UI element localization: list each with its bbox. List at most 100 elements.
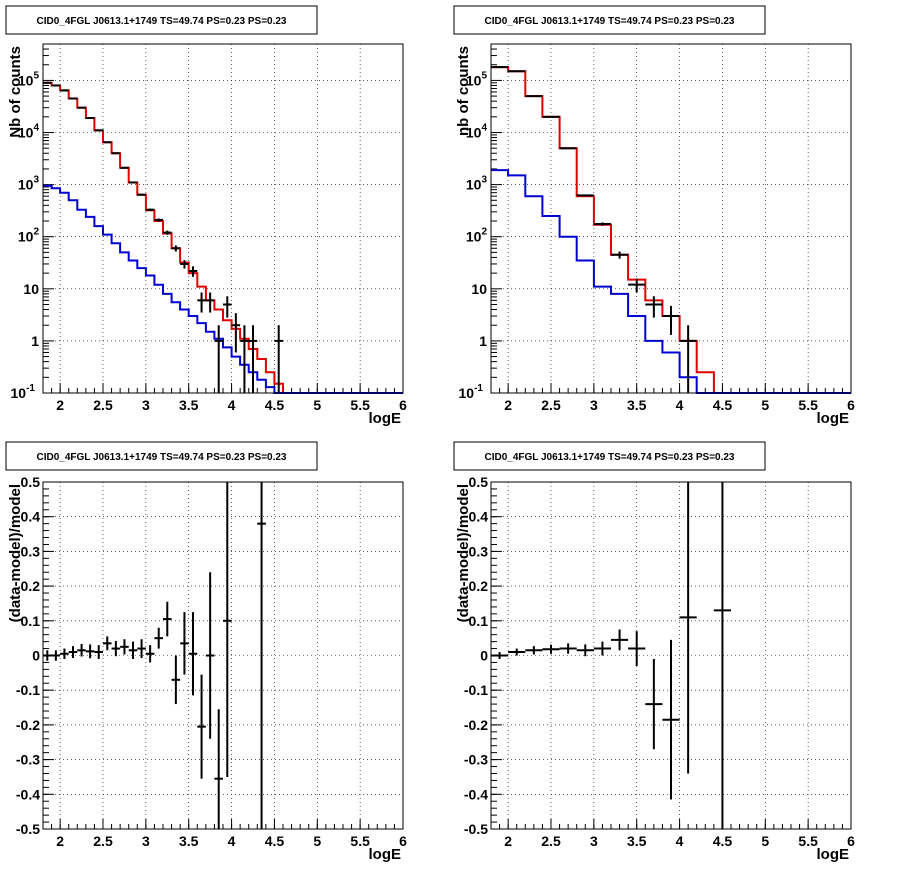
y-tick-exponent: 2 <box>33 227 39 238</box>
data-point <box>137 193 146 196</box>
y-tick-exponent: 5 <box>33 70 39 81</box>
y-tick-label: 1 <box>479 333 487 349</box>
data-point <box>77 644 86 657</box>
data-point <box>679 482 697 774</box>
chart-title: CID0_4FGL J0613.1+1749 TS=49.74 PS=0.23 … <box>37 16 287 27</box>
data-point <box>576 194 594 197</box>
y-tick-label: 102 <box>18 227 40 245</box>
y-tick-label: -0.1 <box>464 682 488 698</box>
chart-panel-3: CID0_4FGL J0613.1+1749 TS=49.74 PS=0.23 … <box>5 441 407 863</box>
data-point <box>68 646 78 658</box>
data-point <box>197 292 206 313</box>
y-tick-exponent: -1 <box>474 383 483 394</box>
x-tick-label: 5 <box>313 397 321 413</box>
data-point <box>188 612 198 696</box>
y-tick-label: 10-1 <box>459 383 484 401</box>
x-tick-label: 2.5 <box>541 397 561 413</box>
y-tick-label: -0.1 <box>16 682 40 698</box>
y-tick-base: 10 <box>11 385 27 401</box>
data-point <box>223 482 232 777</box>
data-point <box>163 601 172 637</box>
y-tick-base: 10 <box>459 385 475 401</box>
data-point <box>154 627 163 649</box>
y-tick-label: 104 <box>466 123 488 141</box>
data-point <box>145 645 155 663</box>
data-point <box>103 636 112 651</box>
data-point <box>128 181 138 184</box>
chart-panel-4: CID0_4FGL J0613.1+1749 TS=49.74 PS=0.23 … <box>453 441 855 863</box>
data-point <box>60 648 69 659</box>
data-point <box>214 325 223 393</box>
plot-frame <box>490 481 852 830</box>
data-point <box>542 644 560 654</box>
y-tick-label: 0 <box>32 648 40 664</box>
data-point <box>137 639 146 658</box>
x-tick-label: 3 <box>142 833 150 849</box>
y-tick-label: 0.2 <box>469 578 489 594</box>
x-tick-label: 5 <box>761 397 769 413</box>
y-tick-label: 0.4 <box>469 509 489 525</box>
data-point <box>111 640 121 657</box>
data-point <box>145 208 155 211</box>
data-point <box>85 644 95 659</box>
data-point <box>713 482 731 829</box>
y-tick-label: 0.2 <box>21 578 41 594</box>
data-point <box>205 292 215 313</box>
y-tick-base: 10 <box>18 72 34 88</box>
x-tick-label: 5 <box>761 833 769 849</box>
y-tick-exponent: -1 <box>26 383 35 394</box>
x-tick-label: 4.5 <box>265 833 285 849</box>
data-point <box>180 260 189 269</box>
x-tick-label: 5 <box>313 833 321 849</box>
x-axis-title: logE <box>369 410 402 427</box>
y-axis-title: (data-model)/model <box>7 484 24 622</box>
y-axis-title: Nb of counts <box>7 46 24 138</box>
y-tick-label: -0.5 <box>464 821 488 837</box>
y-tick-label: 1 <box>31 333 39 349</box>
data-point <box>188 266 198 277</box>
data-point <box>274 325 283 393</box>
y-tick-label: 0.5 <box>469 474 489 490</box>
y-tick-label: 0.4 <box>21 509 41 525</box>
data-point <box>111 152 121 155</box>
y-tick-label: -0.5 <box>16 821 40 837</box>
plot-frame <box>42 481 404 830</box>
x-tick-label: 3 <box>590 833 598 849</box>
y-tick-base: 10 <box>18 229 34 245</box>
data-point <box>120 639 129 655</box>
data-point <box>163 230 172 235</box>
y-tick-label: 0.1 <box>469 613 489 629</box>
data-point <box>559 643 577 654</box>
x-tick-label: 5.5 <box>798 833 818 849</box>
data-point <box>662 305 680 335</box>
chart-title-box <box>453 5 766 35</box>
plot-frame <box>42 43 404 394</box>
y-tick-label: 103 <box>18 175 40 193</box>
y-tick-label: -0.2 <box>464 717 488 733</box>
data-point <box>491 652 509 659</box>
chart-title: CID0_4FGL J0613.1+1749 TS=49.74 PS=0.23 … <box>37 452 287 463</box>
data-point <box>645 296 663 318</box>
y-tick-exponent: 2 <box>481 227 487 238</box>
y-tick-label: -0.3 <box>16 752 40 768</box>
chart-panel-1: CID0_4FGL J0613.1+1749 TS=49.74 PS=0.23 … <box>5 5 407 427</box>
x-tick-label: 2 <box>56 397 64 413</box>
x-tick-label: 5.5 <box>798 397 818 413</box>
y-tick-base: 10 <box>18 125 34 141</box>
y-tick-label: 104 <box>18 123 40 141</box>
y-tick-label: 0.5 <box>21 474 41 490</box>
x-tick-label: 3.5 <box>179 833 199 849</box>
data-point <box>180 612 189 675</box>
data-point <box>593 222 611 226</box>
chart-title-box <box>453 441 766 471</box>
y-tick-label: -0.3 <box>464 752 488 768</box>
x-tick-label: 2.5 <box>541 833 561 849</box>
y-tick-base: 10 <box>466 177 482 193</box>
data-point <box>662 639 680 800</box>
data-point <box>240 325 249 393</box>
data-point <box>51 650 61 661</box>
data-point <box>679 325 697 393</box>
x-tick-label: 5.5 <box>350 833 370 849</box>
y-tick-exponent: 3 <box>33 175 39 186</box>
y-tick-label: 10 <box>23 281 39 297</box>
